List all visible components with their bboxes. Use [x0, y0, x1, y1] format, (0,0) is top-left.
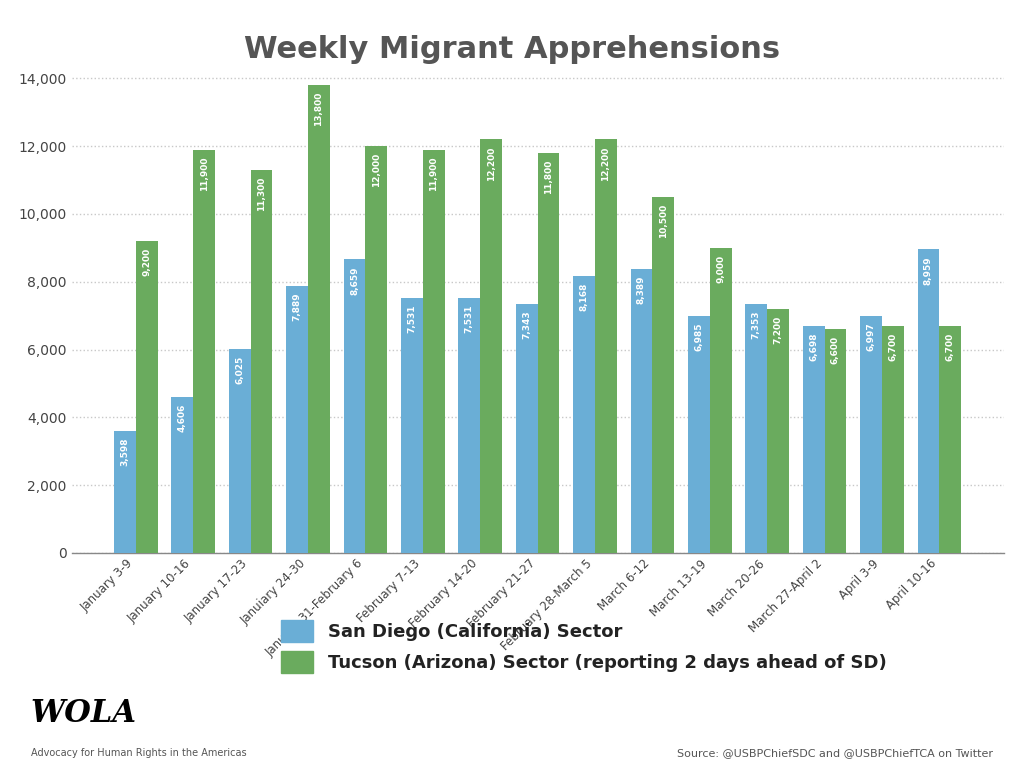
Text: 7,531: 7,531 — [408, 304, 417, 333]
Text: 7,200: 7,200 — [773, 316, 782, 344]
Text: WOLA: WOLA — [31, 698, 137, 729]
Text: 11,900: 11,900 — [200, 157, 209, 191]
Bar — [939, 326, 962, 553]
Text: 10,500: 10,500 — [658, 204, 668, 238]
Text: 7,889: 7,889 — [293, 293, 302, 321]
Bar — [114, 431, 136, 553]
Bar — [228, 349, 251, 553]
Text: 7,343: 7,343 — [522, 311, 531, 339]
Bar — [194, 150, 215, 553]
Bar — [308, 85, 330, 553]
Text: Source: @USBPChiefSDC and @USBPChiefTCA on Twitter: Source: @USBPChiefSDC and @USBPChiefTCA … — [677, 749, 993, 759]
Text: 6,700: 6,700 — [946, 333, 954, 361]
Bar — [538, 153, 559, 553]
Legend: San Diego (California) Sector, Tucson (Arizona) Sector (reporting 2 days ahead o: San Diego (California) Sector, Tucson (A… — [271, 611, 896, 682]
Text: 6,700: 6,700 — [889, 333, 897, 361]
Bar — [171, 397, 194, 553]
Bar — [366, 146, 387, 553]
Text: 6,025: 6,025 — [236, 356, 245, 384]
Bar — [688, 316, 710, 553]
Bar — [824, 329, 847, 553]
Text: Weekly Migrant Apprehensions: Weekly Migrant Apprehensions — [244, 35, 780, 64]
Text: 6,698: 6,698 — [809, 333, 818, 361]
Text: 4,606: 4,606 — [178, 404, 186, 432]
Bar — [918, 250, 939, 553]
Bar — [251, 170, 272, 553]
Text: 11,900: 11,900 — [429, 157, 438, 191]
Bar — [710, 248, 731, 553]
Bar — [803, 326, 824, 553]
Text: 9,200: 9,200 — [142, 248, 152, 276]
Bar — [745, 303, 767, 553]
Text: 8,959: 8,959 — [924, 256, 933, 285]
Text: 7,531: 7,531 — [465, 304, 474, 333]
Text: 12,200: 12,200 — [601, 146, 610, 180]
Bar — [860, 316, 882, 553]
Bar — [882, 326, 904, 553]
Text: 6,600: 6,600 — [830, 336, 840, 364]
Bar — [767, 309, 788, 553]
Bar — [631, 269, 652, 553]
Text: 6,985: 6,985 — [694, 323, 703, 352]
Text: 12,200: 12,200 — [486, 146, 496, 180]
Bar — [516, 304, 538, 553]
Text: Advocacy for Human Rights in the Americas: Advocacy for Human Rights in the America… — [31, 749, 247, 759]
Text: 8,168: 8,168 — [580, 283, 589, 311]
Text: 11,300: 11,300 — [257, 177, 266, 211]
Text: 3,598: 3,598 — [121, 438, 129, 466]
Text: 8,659: 8,659 — [350, 266, 359, 295]
Bar — [459, 298, 480, 553]
Text: 9,000: 9,000 — [716, 255, 725, 283]
Bar — [136, 241, 158, 553]
Text: 6,997: 6,997 — [866, 323, 876, 351]
Text: 13,800: 13,800 — [314, 92, 324, 126]
Bar — [573, 276, 595, 553]
Bar — [480, 140, 502, 553]
Bar — [652, 197, 674, 553]
Bar — [423, 150, 444, 553]
Text: 8,389: 8,389 — [637, 276, 646, 304]
Text: 7,353: 7,353 — [752, 310, 761, 339]
Text: 12,000: 12,000 — [372, 153, 381, 187]
Bar — [344, 260, 366, 553]
Bar — [595, 140, 616, 553]
Bar — [287, 286, 308, 553]
Text: 11,800: 11,800 — [544, 160, 553, 194]
Bar — [401, 298, 423, 553]
